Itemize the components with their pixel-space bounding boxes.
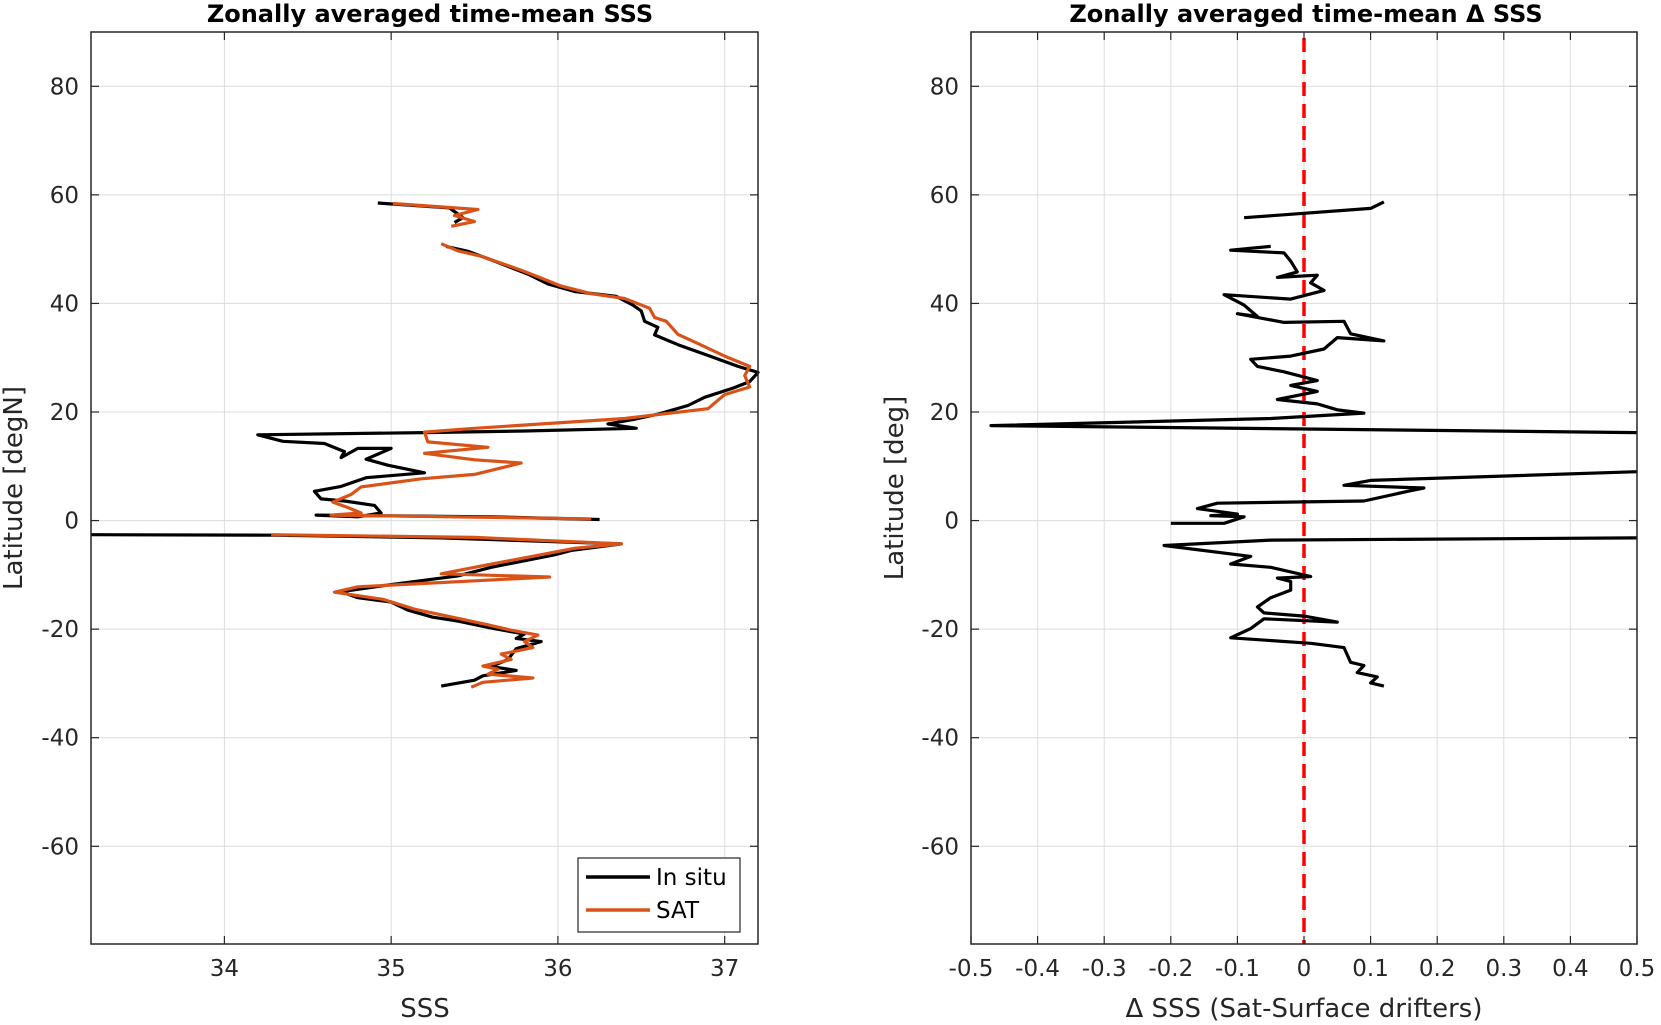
sat-series-line <box>271 201 752 689</box>
y-tick-label: 60 <box>930 183 959 209</box>
x-tick-label: 0.1 <box>1352 956 1389 982</box>
x-tick-label: 0.4 <box>1552 956 1589 982</box>
y-tick-label: 0 <box>64 509 79 535</box>
y-tick-label: 20 <box>50 400 79 426</box>
legend-box <box>577 857 741 933</box>
x-tick-label: 0.5 <box>1619 956 1656 982</box>
y-tick-label: 60 <box>50 183 79 209</box>
x-tick-label: -0.3 <box>1082 956 1127 982</box>
x-tick-label: -0.5 <box>949 956 994 982</box>
left-plot-background <box>91 32 758 944</box>
left-chart-title: Zonally averaged time-mean SSS <box>207 0 653 28</box>
left-grid <box>91 32 758 944</box>
x-tick-label: 0.2 <box>1419 956 1456 982</box>
x-tick-label: 36 <box>543 956 572 982</box>
x-tick-label: 37 <box>710 956 739 982</box>
y-tick-label: 80 <box>930 74 959 100</box>
right-data-lines <box>989 38 1638 944</box>
legend-label-sat: SAT <box>656 898 700 924</box>
y-tick-label: 80 <box>50 74 79 100</box>
right-y-axis-label: Latitude [deg] <box>880 396 910 581</box>
left-ticks: 34 35 36 37 -60 -40 -20 0 20 40 60 80 <box>41 32 758 982</box>
y-tick-label: -60 <box>41 834 79 860</box>
left-x-axis-label: SSS <box>400 994 450 1024</box>
left-y-axis-label: Latitude [degN] <box>0 386 29 590</box>
y-tick-label: -20 <box>921 617 959 643</box>
y-tick-label: -40 <box>41 726 79 752</box>
x-tick-label: 34 <box>210 956 239 982</box>
right-panel: Zonally averaged time-mean Δ SSS -0.5 -0.… <box>880 0 1655 1024</box>
y-tick-label: -20 <box>41 617 79 643</box>
y-tick-label: -60 <box>921 834 959 860</box>
y-tick-label: 0 <box>944 509 959 535</box>
y-tick-label: 40 <box>50 291 79 317</box>
right-x-axis-label: Δ SSS (Sat-Surface drifters) <box>1126 994 1483 1024</box>
y-tick-label: 40 <box>930 291 959 317</box>
x-tick-label: -0.2 <box>1148 956 1193 982</box>
y-tick-label: -40 <box>921 726 959 752</box>
x-tick-label: -0.4 <box>1015 956 1060 982</box>
x-tick-label: -0.1 <box>1215 956 1260 982</box>
left-data-lines <box>90 201 760 689</box>
right-ticks: -0.5 -0.4 -0.3 -0.2 -0.1 0 0.1 0.2 0.3 0.4 0.5 -60 -… <box>921 32 1655 982</box>
right-chart-title: Zonally averaged time-mean Δ SSS <box>1069 0 1542 28</box>
legend-label-in-situ: In situ <box>656 865 727 891</box>
y-tick-label: 20 <box>930 400 959 426</box>
x-tick-label: 0 <box>1297 956 1312 982</box>
left-panel: Zonally averaged time-mean SSS 34 35 36 37 -… <box>0 0 760 1024</box>
legend: In situ SAT <box>577 857 741 933</box>
x-tick-label: 0.3 <box>1486 956 1523 982</box>
left-plot-frame <box>90 31 759 945</box>
delta-sss-series-line <box>989 200 1638 688</box>
x-tick-label: 35 <box>377 956 406 982</box>
